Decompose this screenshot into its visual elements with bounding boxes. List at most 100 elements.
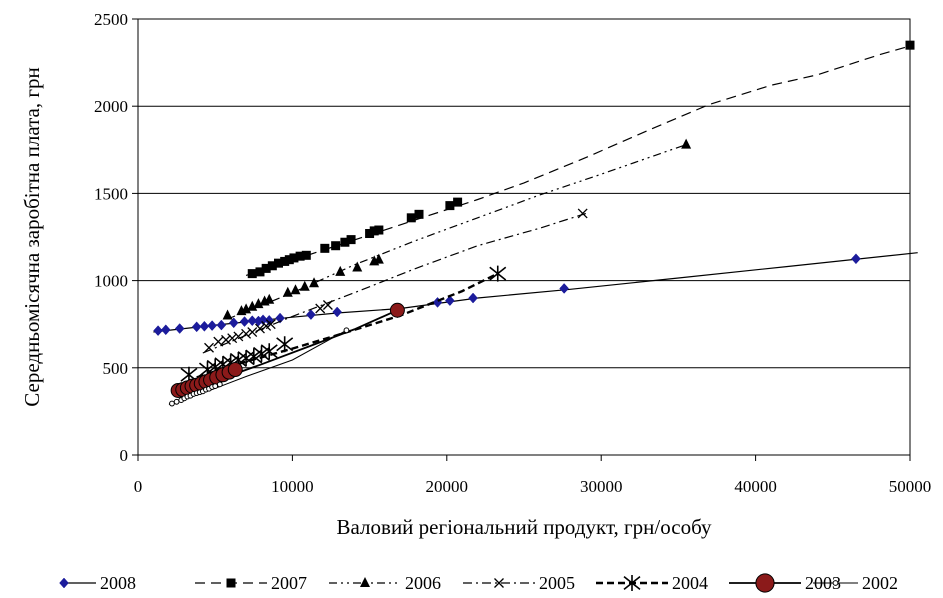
point-2005-3 — [227, 333, 238, 344]
legend-entry-2002: 2002 — [813, 573, 898, 593]
point-2007-21 — [905, 40, 915, 50]
point-2003-11 — [227, 362, 243, 378]
legend-entry-2008: 2008 — [59, 573, 136, 593]
x-tick-label-4: 40000 — [734, 477, 777, 496]
point-2006-9 — [299, 280, 310, 291]
legend-entry-2005: 2005 — [463, 573, 575, 593]
point-2002-1 — [173, 398, 180, 405]
point-2007-15 — [369, 226, 379, 236]
point-2005-2 — [221, 334, 231, 345]
legend-entry-2007: 2007 — [195, 573, 307, 593]
legend: 2008 2007 2006 2005 2004 2003 2002 — [59, 573, 898, 593]
point-2007-2 — [261, 263, 271, 273]
legend-marker-2008 — [59, 577, 69, 589]
series-2005 — [202, 208, 588, 354]
point-2006-6 — [264, 293, 275, 304]
point-2007-10 — [320, 243, 330, 253]
axis-ticks: 0 500 1000 1500 2000 2500 0 10000 20000 30000 4000… — [94, 10, 931, 496]
legend-marker-2005 — [494, 578, 504, 588]
series-2003 — [170, 302, 405, 398]
point-2008-18 — [468, 292, 478, 304]
legend-label-2007: 2007 — [271, 573, 307, 593]
series-2006 — [222, 138, 692, 320]
point-2007-8 — [295, 251, 305, 261]
legend-marker-2006 — [360, 577, 370, 587]
point-2007-19 — [445, 201, 455, 211]
plot-area-frame — [137, 18, 911, 456]
point-2007-5 — [280, 256, 290, 266]
point-2004-10 — [276, 336, 294, 353]
legend-marker-2004 — [623, 575, 641, 591]
legend-label-2005: 2005 — [539, 573, 575, 593]
point-2006-3 — [247, 300, 258, 311]
point-2008-15 — [332, 306, 343, 318]
legend-label-2004: 2004 — [672, 573, 708, 593]
point-2008-7 — [228, 317, 239, 329]
point-2005-6 — [247, 327, 258, 338]
point-2007-18 — [414, 209, 424, 219]
point-2007-13 — [346, 235, 356, 245]
legend-marker-2003 — [755, 573, 775, 593]
point-2007-3 — [267, 261, 277, 271]
point-2006-8 — [290, 284, 301, 295]
point-2002-13 — [212, 383, 219, 390]
point-2006-10 — [309, 277, 320, 288]
point-2005-10 — [315, 303, 326, 314]
point-2008-1 — [160, 324, 171, 336]
legend-label-2008: 2008 — [100, 573, 136, 593]
point-2007-0 — [247, 269, 257, 279]
point-2007-4 — [274, 258, 284, 268]
series-2007 — [245, 40, 915, 279]
point-2005-11 — [322, 300, 333, 310]
y-tick-label-0: 0 — [120, 446, 129, 465]
point-2006-12 — [352, 261, 363, 272]
legend-label-2002: 2002 — [862, 573, 898, 593]
point-2007-17 — [406, 213, 416, 223]
point-2008-20 — [851, 253, 861, 265]
legend-marker-2007 — [226, 578, 236, 588]
series-2002 — [168, 327, 350, 407]
point-2008-3 — [191, 321, 202, 333]
point-2008-13 — [275, 312, 285, 324]
point-2005-5 — [241, 328, 252, 339]
point-2006-15 — [681, 138, 692, 149]
point-2007-7 — [289, 253, 299, 263]
point-2008-5 — [207, 320, 217, 331]
point-2008-19 — [559, 283, 569, 294]
y-axis-title: Середньомісячна заробітна плата, грн — [20, 67, 44, 406]
trendline-2006 — [227, 144, 687, 320]
trendline-2007 — [245, 45, 911, 276]
point-2004-11 — [489, 265, 507, 282]
point-2005-0 — [204, 342, 214, 353]
point-2002-15 — [343, 327, 350, 334]
point-2008-8 — [239, 316, 250, 327]
point-2006-11 — [335, 265, 346, 276]
point-2002-14 — [216, 381, 223, 388]
point-2006-14 — [373, 253, 384, 264]
series-2008 — [153, 252, 918, 337]
point-2008-17 — [445, 295, 455, 307]
point-2008-6 — [216, 319, 227, 331]
y-tick-label-2: 1000 — [94, 272, 128, 291]
point-2008-0 — [153, 325, 163, 337]
point-2008-9 — [247, 315, 258, 327]
point-2005-9 — [265, 319, 276, 330]
point-2007-9 — [301, 250, 311, 260]
point-2005-7 — [255, 323, 265, 334]
y-tick-label-1: 500 — [103, 359, 129, 378]
x-tick-label-3: 30000 — [580, 477, 623, 496]
legend-entry-2004: 2004 — [596, 573, 708, 593]
x-tick-label-5: 50000 — [889, 477, 932, 496]
point-2005-1 — [213, 336, 224, 347]
legend-entry-2006: 2006 — [329, 573, 441, 593]
point-2005-12 — [577, 208, 588, 219]
point-2007-20 — [453, 197, 463, 207]
point-2002-0 — [169, 400, 175, 407]
x-tick-label-0: 0 — [134, 477, 143, 496]
point-2006-0 — [222, 309, 233, 320]
legend-label-2006: 2006 — [405, 573, 441, 593]
point-2008-14 — [306, 309, 316, 320]
legend-marker-2002 — [832, 580, 839, 586]
y-tick-label-4: 2000 — [94, 97, 128, 116]
